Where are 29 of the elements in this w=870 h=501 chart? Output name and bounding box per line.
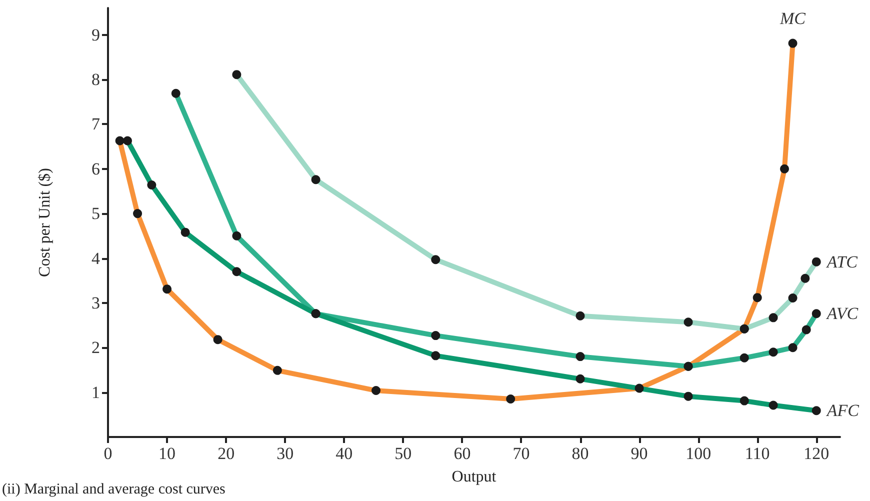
x-tick-label: 80: [572, 444, 589, 463]
text: (ii) Marginal and average cost curves: [2, 482, 226, 498]
series-label: MC: [779, 8, 806, 28]
y-tick-label: 5: [92, 204, 100, 224]
x-axis-title: Output: [452, 468, 497, 486]
y-tick-label: 8: [92, 70, 100, 89]
y-tick-label: 1: [92, 382, 100, 402]
series-label: ATC: [826, 252, 858, 272]
y-tick-label: 2: [92, 338, 100, 358]
x-tick-label: 120: [804, 444, 830, 463]
x-tick-label: 20: [218, 444, 235, 463]
x-tick-label: 50: [394, 444, 412, 463]
y-axis-title: Cost per Unit ($): [36, 168, 54, 277]
x-tick-label: 60: [454, 444, 471, 463]
x-tick-label: 0: [104, 444, 112, 463]
x-tick-label: 30: [276, 444, 294, 463]
x-tick-label: 10: [158, 444, 176, 463]
x-tick-label: 40: [336, 444, 353, 463]
x-tick-label: 90: [630, 444, 648, 463]
y-tick-label: 9: [92, 25, 100, 44]
y-tick-label: 3: [92, 293, 100, 312]
y-tick-label: 6: [92, 159, 100, 178]
y-tick-label: 7: [92, 114, 100, 134]
series-label: AFC: [826, 401, 860, 420]
y-tick-label: 4: [92, 248, 100, 268]
x-tick-label: 110: [744, 444, 770, 463]
x-tick-label: 100: [686, 444, 712, 463]
x-tick-label: 70: [512, 444, 530, 463]
series-label: AVC: [826, 304, 859, 324]
